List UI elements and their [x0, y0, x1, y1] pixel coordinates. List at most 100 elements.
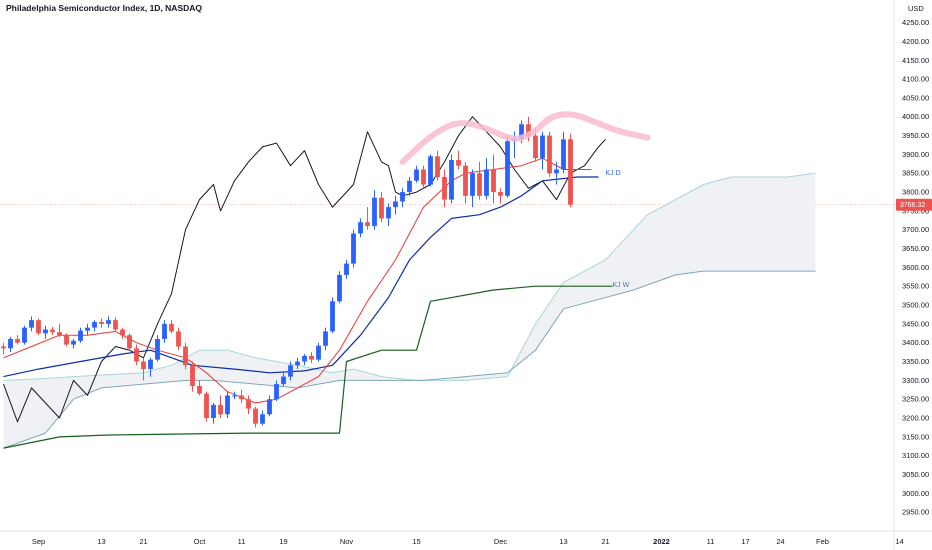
candle-body: [295, 361, 300, 366]
price-tick-label: 3800.00: [902, 188, 929, 197]
candle-body: [561, 139, 566, 170]
candle-body: [386, 207, 391, 219]
time-tick-label: 21: [139, 537, 147, 546]
time-tick-label: 13: [559, 537, 567, 546]
candle-body: [148, 359, 153, 370]
candle-body: [64, 335, 69, 345]
overlay-layer: KJ D KJ W: [399, 111, 651, 289]
candle-body: [218, 404, 223, 415]
candle-body: [449, 160, 454, 200]
candle-body: [155, 338, 160, 360]
candle-body: [477, 173, 482, 196]
price-tick-label: 3950.00: [902, 131, 929, 140]
candle-body: [162, 323, 167, 339]
price-tick-label: 4100.00: [902, 75, 929, 84]
price-tick-label: 3100.00: [902, 451, 929, 460]
candle-body: [211, 404, 216, 419]
candle-body: [505, 141, 510, 196]
candle-body: [470, 173, 475, 196]
candle-body: [120, 329, 125, 336]
price-axis: 2950.00 3000.00 3050.00 3100.00 3150.00 3200.…: [896, 4, 932, 517]
candle-body: [379, 197, 384, 219]
candle-body: [85, 327, 90, 331]
price-tick-label: 4050.00: [902, 93, 929, 102]
candle-body: [225, 395, 230, 415]
time-tick-label: 11: [238, 537, 246, 546]
candle-body: [414, 169, 419, 181]
time-axis: Sep 13 21 Oct 11 19 Nov 15 Dec 13 21 2022 11 17 24 Feb 1…: [32, 537, 904, 546]
candle-body: [400, 192, 405, 202]
candle-body: [302, 355, 307, 362]
candle-body: [190, 365, 195, 387]
candle-body: [239, 395, 244, 400]
candle-body: [134, 348, 139, 362]
candle-body: [50, 329, 55, 333]
candle-body: [309, 355, 314, 360]
candle-body: [498, 192, 503, 196]
currency-label: USD: [908, 4, 924, 13]
indicator-lines: [3, 116, 613, 449]
price-tick-label: 3700.00: [902, 225, 929, 234]
candle-body: [113, 320, 118, 330]
candle-body: [365, 222, 370, 226]
price-tick-label: 4250.00: [902, 18, 929, 27]
candle-body: [547, 135, 552, 174]
candle-body: [330, 301, 335, 332]
candle-body: [435, 156, 440, 177]
price-tick-label: 3150.00: [902, 432, 929, 441]
candle-body: [246, 399, 251, 409]
annotation-label: KJ W: [613, 282, 630, 289]
price-tick-label: 3200.00: [902, 414, 929, 423]
candle-body: [141, 361, 146, 370]
price-tick-label: 3450.00: [902, 319, 929, 328]
candle-body: [351, 233, 356, 264]
price-tick-label: 3600.00: [902, 263, 929, 272]
candle-body: [106, 320, 111, 324]
time-tick-label: 19: [279, 537, 287, 546]
ichimoku-cloud: [3, 172, 816, 449]
time-tick-label: 11: [707, 537, 715, 546]
time-tick-label: Feb: [816, 537, 829, 546]
candle-body: [8, 338, 13, 349]
current-price-label: 3766.32: [900, 202, 925, 209]
time-tick-label: Oct: [194, 537, 207, 546]
time-tick-label: 24: [776, 537, 784, 546]
candle-body: [22, 327, 27, 343]
price-tick-label: 3350.00: [902, 357, 929, 366]
price-tick-label: 3650.00: [902, 244, 929, 253]
candle-body: [57, 332, 62, 336]
candles-layer: [1, 116, 573, 428]
time-tick-label: 14: [895, 537, 903, 546]
price-tick-label: 2950.00: [902, 508, 929, 517]
candle-body: [491, 169, 496, 193]
candle-body: [204, 393, 209, 419]
candle-body: [393, 201, 398, 208]
candle-body: [316, 345, 321, 360]
price-tick-label: 3300.00: [902, 376, 929, 385]
candle-body: [540, 135, 545, 159]
candle-body: [267, 399, 272, 415]
candle-body: [407, 180, 412, 193]
kijun-daily-line: [3, 176, 599, 378]
candle-body: [484, 169, 489, 196]
candle-body: [176, 331, 181, 347]
price-tick-label: 4200.00: [902, 37, 929, 46]
price-tick-label: 4150.00: [902, 56, 929, 65]
candle-body: [421, 169, 426, 185]
candle-body: [99, 321, 104, 324]
candle-body: [183, 346, 188, 366]
current-price-tag: [896, 198, 932, 211]
candle-body: [260, 414, 265, 424]
candle-body: [533, 135, 538, 159]
candle-body: [568, 139, 573, 205]
candle-body: [323, 331, 328, 346]
price-tick-label: 3750.00: [902, 206, 929, 215]
price-tick-label: 3050.00: [902, 470, 929, 479]
time-tick-label: 15: [412, 537, 420, 546]
candle-body: [372, 197, 377, 226]
time-tick-label: Dec: [494, 537, 508, 546]
candle-body: [253, 408, 258, 424]
chart-title: Philadelphia Semiconductor Index, 1D, NA…: [6, 3, 203, 13]
candle-body: [442, 177, 447, 200]
